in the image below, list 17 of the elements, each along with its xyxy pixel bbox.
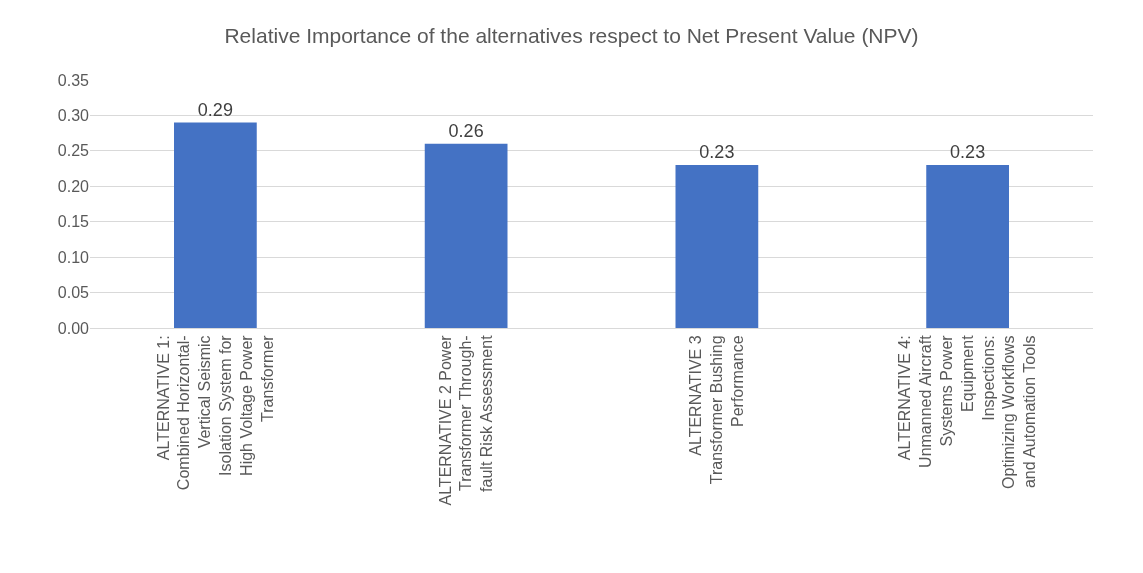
y-tick-label: 0.20	[57, 177, 90, 195]
chart-title: Relative Importance of the alternatives respect to Net Present Value (NPV)	[224, 24, 919, 48]
y-tick-label: 0.05	[57, 284, 90, 302]
data-label: 0.23	[950, 142, 986, 163]
data-label: 0.26	[448, 120, 484, 141]
data-label: 0.23	[699, 142, 735, 163]
x-tick-label: ALTERNATIVE 3 Transformer Bushing Performance	[687, 335, 746, 485]
x-tick-label: ALTERNATIVE 2 Power Transformer Through-fault Risk Assessment	[436, 334, 496, 506]
y-tick-label: 0.35	[57, 71, 90, 89]
y-tick-label: 0.30	[57, 107, 90, 125]
y-tick-label: 0.15	[57, 213, 90, 231]
data-label: 0.29	[197, 99, 233, 120]
x-tick-label: ALTERNATIVE 1: Combined Horizontal-Vertical Seismic Isolation System for High Voltage Power Transformer	[154, 334, 276, 491]
y-tick-label: 0.00	[57, 319, 90, 337]
x-tick-label: ALTERNATIVE 4: Unmanned Aircraft Systems Power Equipment Inspections: Optimizing Workflows and Automation Tools	[896, 334, 1039, 489]
y-tick-label: 0.10	[57, 248, 90, 266]
y-tick-label: 0.25	[57, 142, 90, 160]
